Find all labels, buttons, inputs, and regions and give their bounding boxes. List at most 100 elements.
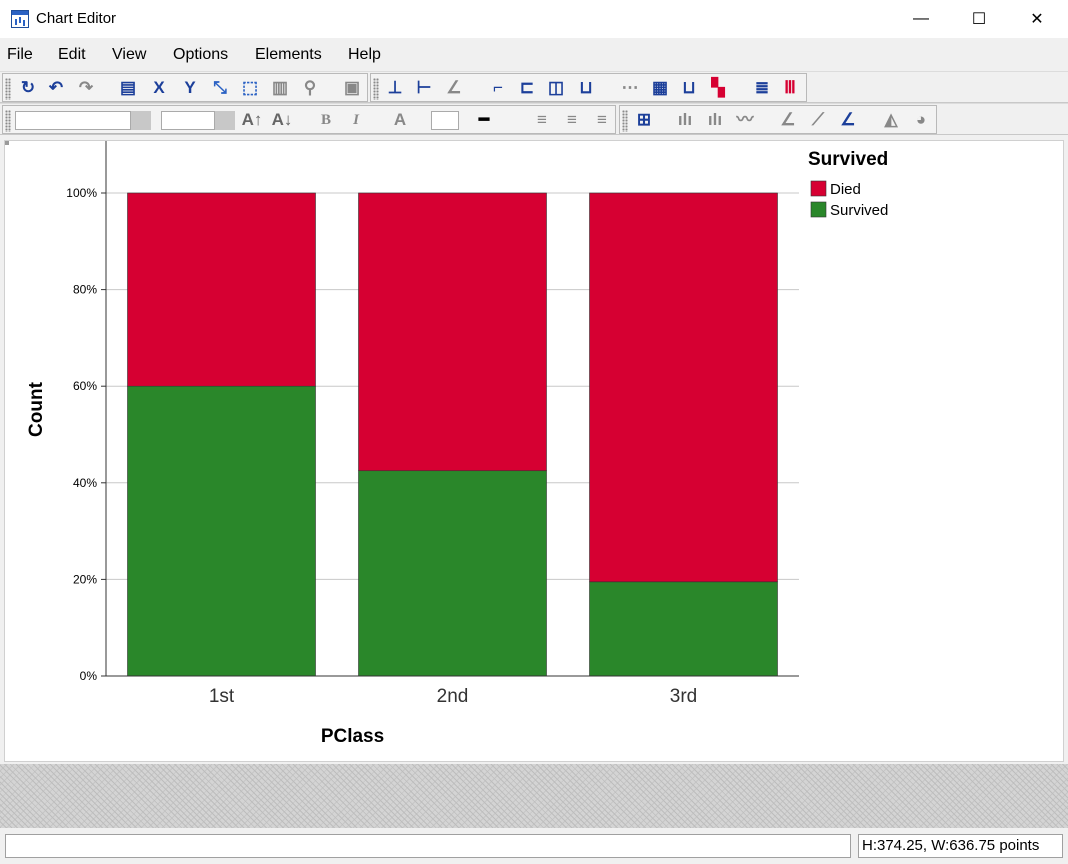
font-family-select[interactable] xyxy=(15,111,131,130)
toolbar-group-charttype: ⊞ ılı ılı 〰 ∠ ⟋ ∠ ◭ ◕ xyxy=(619,105,937,134)
line-style-icon[interactable]: ━ xyxy=(478,110,490,129)
bar-died-1st xyxy=(127,192,316,387)
show-gridlines-icon[interactable]: ▦ xyxy=(651,78,669,97)
legend-title: Survived xyxy=(808,149,888,170)
legend-entry-died: Died xyxy=(830,181,861,198)
lasso-icon[interactable]: ⚲ xyxy=(303,78,317,97)
align-center-icon[interactable]: ≡ xyxy=(567,110,577,129)
show-legend-icon[interactable]: ▚ xyxy=(711,78,725,97)
show-title-icon[interactable]: ⌐ xyxy=(493,78,503,97)
bar-stack-icon[interactable]: ≣ xyxy=(754,78,770,97)
toolbar-grip[interactable] xyxy=(5,110,11,132)
toolbar-grip[interactable] xyxy=(622,110,628,132)
chart-canvas[interactable]: 0% 20% 40% 60% 80% 100% 1st 2nd 3rd PClass Count Su… xyxy=(4,140,1064,762)
y-tick-label: 80% xyxy=(73,283,97,297)
select-x-axis-icon[interactable]: X xyxy=(153,78,165,97)
y-tick-label: 0% xyxy=(80,669,98,683)
toolbar-group-text: A↑ A↓ B I A ━ ≡ ≡ ≡ xyxy=(2,105,616,134)
status-message xyxy=(5,834,851,858)
bar-survived-2nd xyxy=(358,470,547,677)
increase-font-icon[interactable]: A↑ xyxy=(241,110,263,129)
fill-color-select[interactable] xyxy=(431,111,459,130)
window-title: Chart Editor xyxy=(36,10,117,27)
legend-entry-survived: Survived xyxy=(830,202,888,219)
export-icon[interactable]: ▣ xyxy=(343,78,361,97)
menu-view[interactable]: View xyxy=(112,46,147,63)
show-footnote-icon[interactable]: ⊔ xyxy=(579,78,593,97)
menu-help[interactable]: Help xyxy=(348,46,381,63)
font-size-select[interactable] xyxy=(161,111,215,130)
show-reference-line-icon[interactable]: ⊔ xyxy=(682,78,696,97)
font-family-dropdown[interactable] xyxy=(131,111,151,130)
rescale-icon[interactable]: ⬚ xyxy=(241,78,259,97)
align-left-icon[interactable]: ≡ xyxy=(537,110,547,129)
y-tick-label: 20% xyxy=(73,572,97,586)
x-tick-label: 3rd xyxy=(670,686,697,707)
stacked-bar-chart: 0% 20% 40% 60% 80% 100% 1st 2nd 3rd PClass Count Su… xyxy=(5,141,888,747)
line-type-icon[interactable]: 〰 xyxy=(736,110,754,129)
toolbar-grip[interactable] xyxy=(5,78,11,100)
properties-icon[interactable]: ▤ xyxy=(119,78,137,97)
menu-options[interactable]: Options xyxy=(173,46,229,63)
refresh-icon[interactable]: ↻ xyxy=(20,78,36,97)
maximize-icon: ☐ xyxy=(971,11,987,28)
menu-bar: File Edit View Options Elements Help xyxy=(0,38,1068,70)
legend-swatch-survived xyxy=(810,201,827,218)
x-tick-label: 1st xyxy=(209,686,235,707)
bold-icon[interactable]: B xyxy=(320,112,331,128)
pivot-icon[interactable]: ▥ xyxy=(271,78,289,97)
fit-line-icon[interactable]: ⟋ xyxy=(812,110,824,129)
redo-icon[interactable]: ↷ xyxy=(78,78,94,97)
select-y-axis-icon[interactable]: Y xyxy=(184,78,196,97)
show-grid-icon[interactable]: ⋯ xyxy=(621,78,639,97)
toolbar-top: ↻ ↶ ↷ ▤ X Y ⤡ ⬚ ▥ ⚲ ▣ ⊥ ⊢ ∠ ⌐ ⊏ ◫ ⊔ ⋯ ▦ … xyxy=(0,71,1068,103)
y-tick-label: 40% xyxy=(73,476,97,490)
font-size-dropdown[interactable] xyxy=(215,111,235,130)
scale-to-data-icon[interactable]: ⤡ xyxy=(213,78,227,97)
editor-background xyxy=(0,764,1068,828)
area-type-icon[interactable]: ◭ xyxy=(884,110,898,129)
bar-type-alt-icon[interactable]: ılı xyxy=(707,110,723,129)
show-subtitle-icon[interactable]: ⊏ xyxy=(519,78,535,97)
bar-survived-1st xyxy=(127,385,316,677)
toolbar-group-elements: ⊥ ⊢ ∠ ⌐ ⊏ ◫ ⊔ ⋯ ▦ ⊔ ▚ ≣ Ⅲ xyxy=(370,73,807,102)
chart-size-readout: H:374.25, W:636.75 points xyxy=(858,834,1063,858)
italic-icon[interactable]: I xyxy=(353,112,359,128)
bar-survived-3rd xyxy=(589,581,778,677)
decrease-font-icon[interactable]: A↓ xyxy=(271,110,293,129)
toolbar-bottom: A↑ A↓ B I A ━ ≡ ≡ ≡ ⊞ ılı ılı 〰 ∠ ⟋ ∠ ◭ … xyxy=(0,103,1068,135)
y-axis-title: Count xyxy=(26,381,47,437)
menu-elements[interactable]: Elements xyxy=(255,46,322,63)
resize-handle xyxy=(5,141,9,145)
bar-chart-icon[interactable]: ⊥ xyxy=(387,78,403,97)
legend-swatch-died xyxy=(810,180,827,197)
status-bar: H:374.25, W:636.75 points xyxy=(0,828,1068,864)
show-textbox-icon[interactable]: ◫ xyxy=(547,78,565,97)
bar-type-icon[interactable]: ılı xyxy=(677,110,693,129)
y-tick-label: 100% xyxy=(66,186,97,200)
scatter-type-icon[interactable]: ∠ xyxy=(780,110,796,129)
transpose-icon[interactable]: ⊞ xyxy=(636,110,652,129)
align-right-icon[interactable]: ≡ xyxy=(597,110,607,129)
undo-icon[interactable]: ↶ xyxy=(48,78,64,97)
toolbar-grip[interactable] xyxy=(373,78,379,100)
y-tick-label: 60% xyxy=(73,379,97,393)
close-icon: ✕ xyxy=(1030,11,1044,28)
bar-cluster-icon[interactable]: Ⅲ xyxy=(784,78,796,97)
maximize-button[interactable]: ☐ xyxy=(950,0,1008,38)
menu-edit[interactable]: Edit xyxy=(58,46,86,63)
chart-editor-app-icon xyxy=(11,10,29,28)
text-color-icon[interactable]: A xyxy=(393,110,407,129)
interpolation-icon[interactable]: ∠ xyxy=(840,110,856,129)
minimize-button[interactable]: — xyxy=(892,0,950,38)
x-tick-label: 2nd xyxy=(437,686,469,707)
toolbar-group-edit: ↻ ↶ ↷ ▤ X Y ⤡ ⬚ ▥ ⚲ ▣ xyxy=(2,73,368,102)
bar-horizontal-icon[interactable]: ⊢ xyxy=(416,78,432,97)
line-chart-icon[interactable]: ∠ xyxy=(446,78,462,97)
bar-died-2nd xyxy=(358,192,547,472)
pie-type-icon[interactable]: ◕ xyxy=(915,110,927,129)
x-axis-title: PClass xyxy=(321,726,384,747)
close-button[interactable]: ✕ xyxy=(1008,0,1066,38)
bar-died-3rd xyxy=(589,192,778,583)
menu-file[interactable]: File xyxy=(7,46,33,63)
